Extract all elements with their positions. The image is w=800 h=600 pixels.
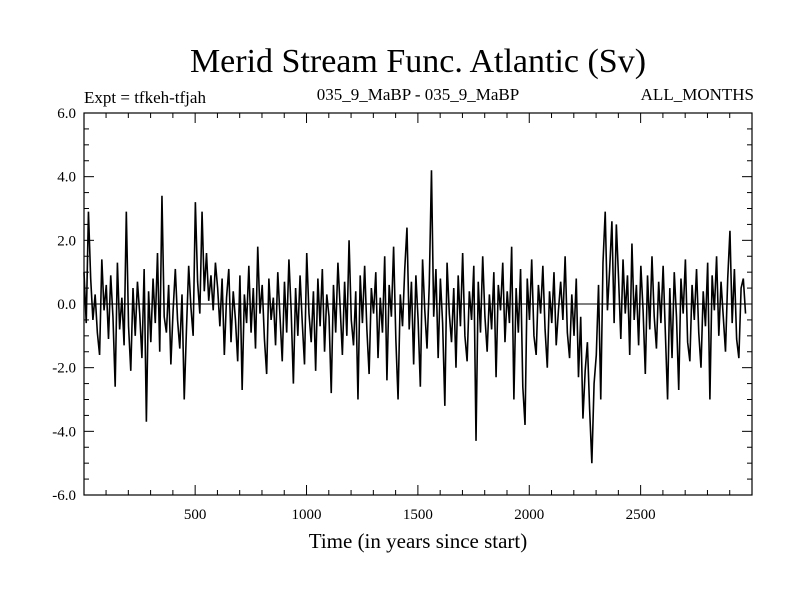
chart-subtitle-right: ALL_MONTHS: [641, 85, 754, 104]
series-line-1: [83, 170, 747, 464]
y-tick-label: -6.0: [52, 488, 76, 504]
y-tick-label: -4.0: [52, 424, 76, 440]
x-tick-label: 2000: [514, 507, 544, 523]
chart-subtitle-center: 035_9_MaBP - 035_9_MaBP: [317, 85, 519, 104]
y-tick-label: 6.0: [57, 106, 76, 122]
x-tick-label: 500: [184, 507, 207, 523]
chart-subtitle-left: Expt = tfkeh-tfjah: [84, 88, 206, 107]
chart-title: Merid Stream Func. Atlantic (Sv): [190, 43, 646, 80]
plot-frame: [83, 112, 753, 496]
plot-area: [83, 170, 752, 464]
y-tick-label: 4.0: [57, 170, 76, 186]
x-tick-label: 2500: [626, 507, 656, 523]
y-tick-label: -2.0: [52, 361, 76, 377]
x-tick-label: 1500: [403, 507, 433, 523]
y-tick-label: 2.0: [57, 233, 76, 249]
x-tick-label: 1000: [292, 507, 322, 523]
axis-tick-labels: 500 1000 1500 2000 2500 6.0 4.0 2.0 0.0 -2.0 -4.0 -…: [52, 106, 655, 523]
axis-ticks: [84, 113, 752, 495]
x-axis-label: Time (in years since start): [309, 529, 528, 553]
y-tick-label: 0.0: [57, 297, 76, 313]
